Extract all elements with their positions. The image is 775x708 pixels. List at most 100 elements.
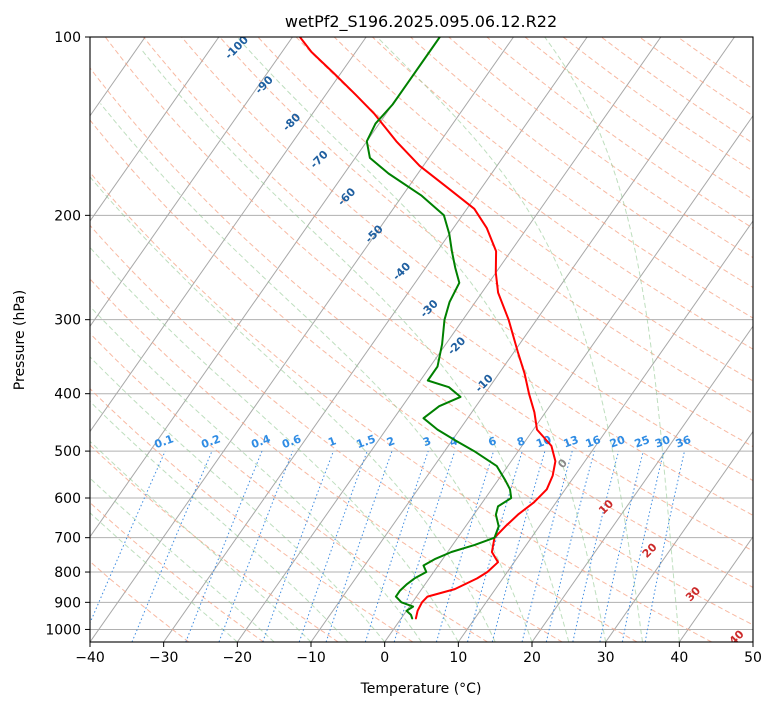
x-tick-label: 50 (744, 650, 762, 666)
dry-adiabat (372, 37, 753, 319)
mixing-ratio-line (521, 450, 573, 642)
moist-adiabat (90, 440, 312, 642)
mixing-ratio-label: 2 (385, 434, 397, 449)
dry-adiabat (562, 37, 753, 172)
mixing-ratio-line (131, 450, 213, 642)
mixing-ratio-label: 10 (534, 433, 553, 451)
mixing-ratio-line (90, 450, 166, 625)
dry-adiabat (90, 388, 414, 642)
y-tick-label: 700 (54, 531, 81, 547)
y-tick-label: 500 (54, 444, 81, 460)
y-tick-label: 1000 (45, 622, 81, 638)
x-tick-label: 20 (523, 650, 541, 666)
mixing-ratio-label: 0.1 (153, 432, 176, 451)
moist-adiabat (90, 400, 349, 642)
chart-title: wetPf2_S196.2025.095.06.12.R22 (285, 12, 557, 32)
mixing-ratio-line (298, 450, 368, 642)
mixing-ratio-label: 30 (653, 433, 672, 451)
mixing-ratio-line (393, 450, 456, 642)
y-tick-label: 400 (54, 387, 81, 403)
mixing-ratio-label: 0.6 (280, 432, 303, 451)
dry-adiabat (333, 37, 753, 350)
isotherm-line (90, 37, 220, 222)
isotherm-line (90, 37, 293, 328)
dry-adiabat (143, 37, 753, 516)
mixing-ratio-label: 0.4 (249, 432, 272, 451)
mixing-ratio-label: 1 (326, 434, 338, 449)
isotherm-line (457, 220, 753, 642)
dry-adiabat (90, 501, 264, 642)
mixing-ratio-line (572, 450, 620, 642)
mixing-ratio-label: 36 (674, 433, 693, 451)
x-tick-label: −40 (75, 650, 105, 666)
y-tick-label: 200 (54, 208, 81, 224)
x-tick-label: 40 (670, 650, 688, 666)
y-axis-label: Pressure (hPa) (12, 290, 28, 390)
moist-adiabat (376, 37, 643, 642)
mixing-ratio-line (262, 450, 334, 642)
temperature-profile-line (298, 37, 557, 620)
mixing-ratio-line (467, 450, 523, 642)
dewpoint-profile-line (365, 37, 513, 620)
x-tick-label: −30 (149, 650, 179, 666)
isotherm-line (678, 535, 753, 642)
isotherm-line (90, 37, 514, 642)
y-tick-label: 300 (54, 313, 81, 329)
mixing-ratio-label: 16 (584, 433, 603, 451)
mixing-ratio-label: 0.2 (199, 432, 222, 451)
mixing-ratio-line (364, 450, 429, 642)
dry-adiabat (219, 37, 753, 448)
isotherm-line (531, 325, 753, 642)
mixing-ratio-label: 4 (448, 434, 460, 449)
dry-adiabat (90, 278, 563, 642)
x-tick-label: 30 (597, 650, 615, 666)
y-tick-label: 800 (54, 565, 81, 581)
x-axis-label: Temperature (°C) (360, 681, 482, 697)
moist-adiabat (90, 176, 496, 642)
moist-adiabat (100, 103, 533, 642)
dry-adiabat (104, 37, 753, 552)
mixing-ratio-label: 13 (562, 433, 581, 450)
moist-adiabat (236, 37, 607, 642)
mixing-ratio-label: 3 (421, 434, 433, 449)
dry-adiabat (90, 171, 712, 642)
dry-adiabat (90, 332, 488, 642)
dry-adiabat (90, 67, 753, 588)
isotherm-line (236, 37, 662, 642)
x-tick-label: 10 (449, 650, 467, 666)
x-tick-label: −10 (296, 650, 326, 666)
mixing-ratio-label: 8 (515, 434, 527, 449)
y-tick-label: 600 (54, 491, 81, 507)
isotherm-line (605, 430, 753, 642)
mixing-ratio-label: 1.5 (355, 432, 378, 451)
mixing-ratio-line (218, 450, 294, 642)
dry-adiabat (90, 444, 339, 642)
isotherm-line (310, 37, 735, 642)
y-tick-label: 900 (54, 595, 81, 611)
x-tick-label: 0 (380, 650, 389, 666)
mixing-ratio-label: 6 (487, 434, 499, 449)
mixing-ratio-label: 20 (608, 433, 627, 451)
mixing-ratio-line (325, 450, 393, 642)
moist-adiabat (90, 356, 386, 642)
mixing-ratio-label: 25 (633, 433, 652, 450)
x-tick-label: −20 (223, 650, 253, 666)
dry-adiabat (524, 37, 753, 200)
mixing-ratio-line (435, 450, 495, 642)
dry-adiabat (448, 37, 753, 259)
dry-adiabat (295, 37, 753, 382)
isotherm-line (384, 114, 753, 642)
mixing-ratio-line (185, 450, 263, 642)
moist-adiabat (90, 512, 238, 642)
moist-adiabat (90, 246, 459, 642)
plot-frame (89, 36, 754, 643)
mixing-ratio-line (545, 450, 595, 642)
isotherm-line (163, 37, 588, 642)
isotherm-line (90, 37, 367, 433)
y-tick-label: 100 (54, 30, 81, 46)
dry-adiabat (90, 119, 753, 626)
dry-adiabat (90, 224, 638, 642)
moist-adiabat (140, 48, 570, 642)
mixing-ratio-line (491, 450, 546, 642)
moist-adiabat (90, 305, 422, 642)
